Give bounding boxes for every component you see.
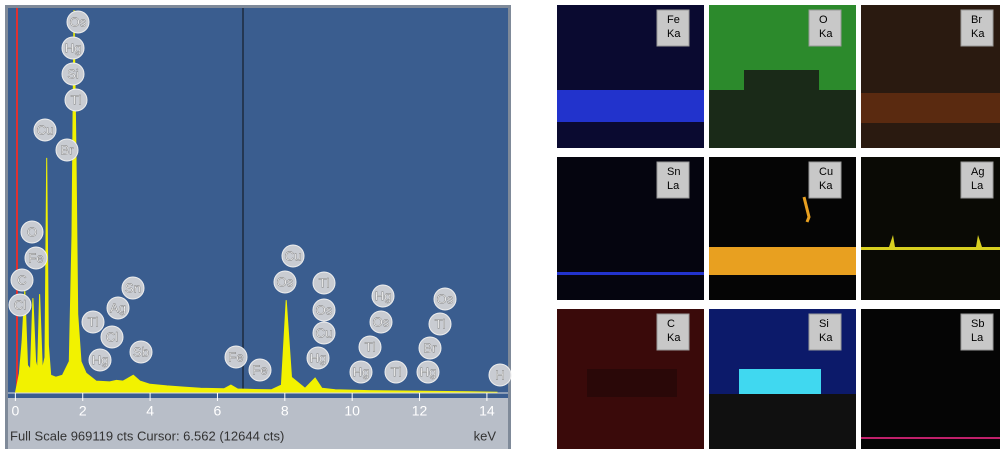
peak-label: Sb bbox=[133, 344, 149, 359]
peak-label: H bbox=[495, 367, 504, 382]
map-line: La bbox=[971, 332, 984, 344]
x-tick-label: 6 bbox=[214, 403, 222, 419]
map-element: Sn bbox=[667, 166, 680, 178]
map-line: Ka bbox=[667, 28, 681, 40]
map-line: La bbox=[971, 180, 984, 192]
peak-label: Os bbox=[316, 302, 333, 317]
map-element: C bbox=[667, 318, 675, 330]
peak-label: C bbox=[17, 272, 26, 287]
x-axis-label: keV bbox=[474, 428, 497, 443]
map-line: Ka bbox=[819, 180, 833, 192]
map-feature bbox=[861, 437, 1000, 439]
x-tick-label: 10 bbox=[344, 403, 360, 419]
map-line: La bbox=[667, 180, 680, 192]
peak-label: Os bbox=[70, 14, 87, 29]
map-line: Ka bbox=[819, 332, 833, 344]
peak-label: Hg bbox=[375, 288, 392, 303]
peak-label: Tl bbox=[319, 275, 330, 290]
peak-label: Tl bbox=[391, 364, 402, 379]
peak-label: Os bbox=[373, 314, 390, 329]
peak-label: Si bbox=[67, 66, 79, 81]
peak-label: Sn bbox=[125, 280, 141, 295]
peak-label: Tl bbox=[71, 92, 82, 107]
peak-label: Hg bbox=[310, 350, 327, 365]
footer-text: Full Scale 969119 cts Cursor: 6.562 (126… bbox=[10, 428, 284, 443]
map-feature bbox=[587, 369, 677, 397]
x-tick-label: 12 bbox=[412, 403, 428, 419]
peak-label: Hg bbox=[65, 40, 82, 55]
peak-label: Cu bbox=[285, 248, 302, 263]
peak-label: Fe bbox=[28, 250, 43, 265]
x-tick-label: 2 bbox=[79, 403, 87, 419]
map-element: Si bbox=[819, 318, 829, 330]
peak-label: Cu bbox=[316, 325, 333, 340]
map-feature bbox=[709, 394, 856, 449]
map-element: Sb bbox=[971, 318, 984, 330]
peak-label: Fe bbox=[228, 349, 243, 364]
map-element: Cu bbox=[819, 166, 833, 178]
peak-label: Tl bbox=[435, 316, 446, 331]
figure: Full Scale 969119 cts Cursor: 6.562 (126… bbox=[0, 0, 1000, 449]
map-feature bbox=[557, 90, 704, 122]
map-element: O bbox=[819, 14, 828, 26]
peak-label: Os bbox=[437, 291, 454, 306]
peak-label: Hg bbox=[420, 364, 437, 379]
peak-label: O bbox=[27, 224, 37, 239]
peak-label: Fe bbox=[252, 362, 267, 377]
map-feature bbox=[739, 369, 821, 394]
x-tick-label: 14 bbox=[479, 403, 495, 419]
x-tick-label: 8 bbox=[281, 403, 289, 419]
map-feature bbox=[861, 93, 1000, 123]
peak-label: Tl bbox=[88, 314, 99, 329]
map-element: Br bbox=[971, 14, 982, 26]
map-feature bbox=[709, 247, 856, 275]
map-feature bbox=[557, 272, 704, 275]
peak-label: Cl bbox=[14, 297, 26, 312]
map-element: Fe bbox=[667, 14, 680, 26]
x-tick-label: 0 bbox=[11, 403, 19, 419]
peak-label: Br bbox=[61, 142, 75, 157]
peak-label: Cl bbox=[106, 329, 118, 344]
map-line: Ka bbox=[819, 28, 833, 40]
peak-label: Br bbox=[424, 340, 438, 355]
peak-label: Tl bbox=[365, 339, 376, 354]
map-line: Ka bbox=[971, 28, 985, 40]
peak-label: Cu bbox=[37, 122, 54, 137]
peak-label: Hg bbox=[92, 352, 109, 367]
map-element: Ag bbox=[971, 166, 984, 178]
map-line: Ka bbox=[667, 332, 681, 344]
peak-label: Hg bbox=[353, 364, 370, 379]
peak-label: Ag bbox=[110, 300, 126, 315]
peak-label: Os bbox=[277, 274, 294, 289]
x-tick-label: 4 bbox=[146, 403, 154, 419]
